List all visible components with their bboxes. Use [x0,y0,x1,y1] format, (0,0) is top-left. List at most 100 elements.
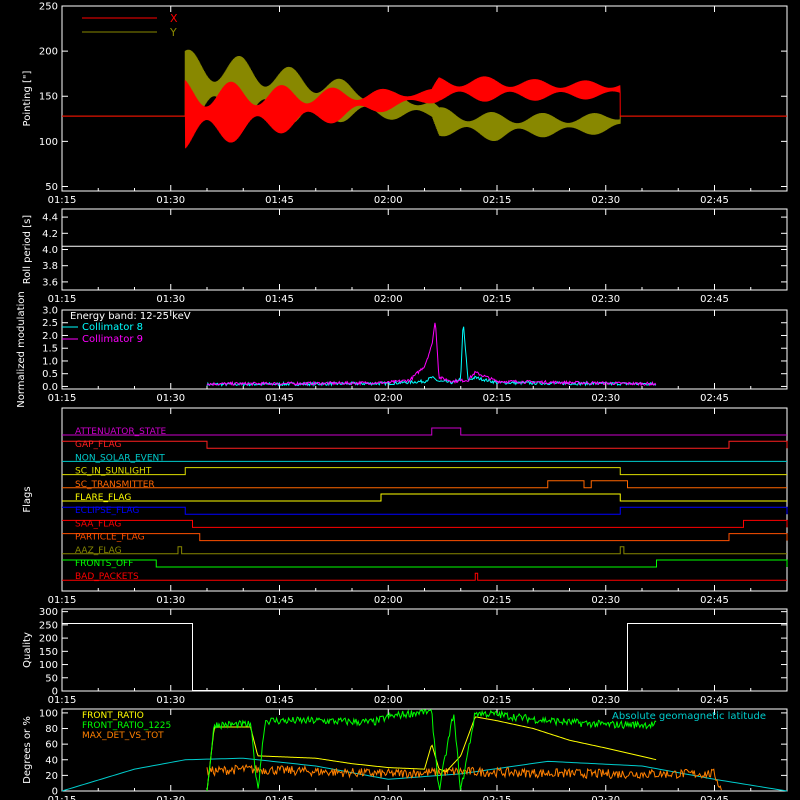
y-tick-label: 40 [45,755,58,766]
legend-label: FRONT_RATIO_1225 [82,721,171,731]
y-tick-label: 200 [39,47,58,58]
flag-trace [62,559,788,568]
y-tick-label: 80 [45,724,58,735]
flag-trace [62,440,788,449]
y-tick-label: 0 [52,687,58,698]
x-tick-label: 02:30 [591,393,620,404]
x-tick-label: 01:30 [156,695,185,706]
x-tick-label: 02:15 [483,294,512,305]
y-tick-label: 2.5 [42,318,58,329]
x-tick-label: 01:45 [265,695,294,706]
panel-frame [61,608,788,692]
series-y-line [62,49,787,142]
x-tick-label: 02:45 [700,595,729,606]
x-tick-label: 02:15 [483,393,512,404]
legend-label: Absolute geomagnetic latitude [612,711,766,722]
x-tick-label: 01:30 [156,195,185,206]
x-tick-label: 01:30 [156,595,185,606]
y-tick-label: 0 [52,787,58,798]
y-tick-label: 150 [39,92,58,103]
x-tick-label: 02:00 [374,595,403,606]
y-axis-label: Degrees or % [22,716,33,784]
quality-line [62,623,787,691]
legend-label: Y [169,26,177,39]
series-line [61,757,788,792]
x-tick-label: 02:45 [700,294,729,305]
flag-label: ATTENUATOR_STATE [75,427,167,437]
y-tick-label: 3.6 [42,277,58,288]
x-tick-label: 02:45 [700,695,729,706]
flag-trace [62,427,787,436]
x-tick-label: 01:15 [48,393,77,404]
y-tick-label: 50 [45,182,58,193]
y-tick-label: 50 [45,673,58,684]
y-tick-label: 4.2 [42,229,58,240]
x-tick-label: 02:30 [591,195,620,206]
x-tick-label: 02:00 [374,294,403,305]
series-line [206,763,722,791]
x-tick-label: 02:00 [374,795,403,800]
x-tick-label: 02:30 [591,695,620,706]
flag-trace [62,506,788,515]
x-tick-label: 01:15 [48,695,77,706]
flag-trace [62,480,787,489]
x-tick-label: 01:45 [265,393,294,404]
flag-label: ECLIPSE_FLAG [75,506,139,516]
x-tick-label: 02:15 [483,595,512,606]
flag-label: FLARE_FLAG [75,493,131,503]
y-tick-label: 20 [45,771,58,782]
x-tick-label: 02:45 [700,393,729,404]
series-x-line [62,76,787,149]
series-collimator-9-line [206,322,657,387]
y-tick-label: 100 [39,137,58,148]
flag-label: SC_TRANSMITTER [75,480,155,490]
x-tick-label: 01:30 [156,294,185,305]
x-tick-label: 01:45 [265,795,294,800]
y-tick-label: 150 [39,647,58,658]
x-tick-label: 02:00 [374,195,403,206]
flag-label: FRONTS_OFF [75,559,133,569]
flag-trace [62,533,788,542]
y-axis-label: Flags [22,486,33,512]
legend-label: FRONT_RATIO [82,711,144,721]
x-tick-label: 02:00 [374,393,403,404]
x-tick-label: 02:30 [591,795,620,800]
legend-label: X [170,12,178,25]
flag-label: GAP_FLAG [75,440,121,450]
y-axis-label: Normalized modulation [16,291,27,408]
flag-label: SAA_FLAG [75,519,121,529]
y-tick-label: 100 [39,708,58,719]
y-axis-label: Roll period [s] [22,215,33,284]
legend-label: Collimator 8 [82,322,143,333]
flag-label: BAD_PACKETS [75,572,139,582]
y-tick-label: 300 [39,607,58,618]
x-tick-label: 02:45 [700,795,729,800]
y-tick-label: 100 [39,660,58,671]
panel-quality: 01:15 01:30 01:45 02:00 02:15 02:30 02:45 Quali… [22,607,788,706]
panel-modulation: 01:15 01:30 01:45 02:00 02:15 02:30 02:45 Norma… [16,291,788,408]
flag-trace [62,519,788,528]
x-tick-label: 02:00 [374,695,403,706]
legend-label: Collimator 9 [82,334,143,345]
series-collimator-8-line [206,326,656,388]
y-tick-label: 0.0 [42,382,58,393]
y-tick-label: 250 [39,2,58,13]
y-tick-label: 0.5 [42,369,58,380]
x-tick-label: 01:45 [265,294,294,305]
y-axis-label: Quality [22,632,33,668]
flag-trace [62,546,787,555]
x-tick-label: 01:30 [156,393,185,404]
flag-trace [62,493,787,502]
flag-trace [62,467,787,476]
flag-label: AAZ_FLAG [75,546,122,556]
x-tick-label: 01:15 [48,294,77,305]
y-tick-label: 1.5 [42,344,58,355]
x-tick-label: 01:15 [48,195,77,206]
panel-frame [61,208,788,291]
flag-label: NON_SOLAR_EVENT [75,453,165,463]
x-tick-label: 02:30 [591,294,620,305]
flag-label: PARTICLE_FLAG [75,533,145,543]
x-tick-label: 02:15 [483,795,512,800]
x-tick-label: 01:15 [48,595,77,606]
